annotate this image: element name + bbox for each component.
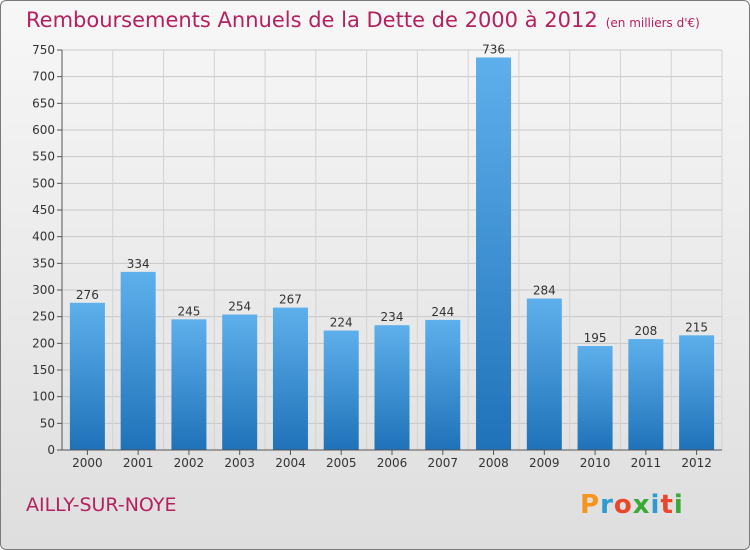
data-label: 245 [177,304,200,318]
bar-2007 [425,319,461,450]
data-label: 254 [228,300,251,314]
bar-2008 [476,57,512,450]
y-tick-label: 300 [32,283,55,297]
x-tick-label: 2012 [681,456,712,470]
x-tick-label: 2002 [174,456,205,470]
chart-title-text: Remboursements Annuels de la Dette de 20… [26,8,598,32]
y-tick-label: 100 [32,390,55,404]
x-tick-label: 2011 [631,456,662,470]
bar-2009 [526,298,562,450]
y-tick-label: 0 [47,443,55,457]
y-tick-label: 550 [32,150,55,164]
y-tick-label: 200 [32,336,55,350]
bar-2006 [374,325,410,450]
x-tick-label: 2004 [275,456,306,470]
data-label: 195 [584,331,607,345]
x-tick-label: 2010 [580,456,611,470]
y-tick-label: 250 [32,310,55,324]
labels: 0 50 100 150 200 250 300 350 400 450 500 550 600 650 7… [32,42,712,470]
data-label: 276 [76,288,99,302]
logo-letter: r [600,490,614,520]
bar-2010 [577,346,613,450]
axes [57,49,722,455]
bar-2003 [222,314,258,450]
x-tick-label: 2001 [123,456,154,470]
x-tick-label: 2008 [478,456,509,470]
data-label: 334 [127,257,150,271]
chart-unit: (en milliers d'€) [605,16,700,30]
y-tick-label: 150 [32,363,55,377]
y-tick-label: 500 [32,176,55,190]
x-tick-label: 2003 [224,456,255,470]
x-tick-label: 2005 [326,456,357,470]
y-tick-label: 50 [40,416,55,430]
y-tick-label: 750 [32,43,55,57]
bars [69,57,715,450]
logo-letter: o [613,490,633,520]
x-tick-label: 2006 [377,456,408,470]
y-tick-label: 700 [32,70,55,84]
y-tick-label: 600 [32,123,55,137]
proxiti-logo: Proxiti [580,490,684,520]
bar-2001 [120,271,156,450]
logo-letter: i [650,490,661,520]
data-label: 736 [482,42,505,56]
commune-name: AILLY-SUR-NOYE [26,494,177,516]
x-tick-label: 2009 [529,456,560,470]
logo-letter: P [580,490,601,520]
chart-title: Remboursements Annuels de la Dette de 20… [26,8,700,32]
x-tick-label: 2000 [72,456,103,470]
data-label: 234 [381,310,404,324]
data-label: 284 [533,284,556,298]
bar-2002 [171,319,207,450]
y-tick-label: 400 [32,230,55,244]
bar-2000 [69,302,105,450]
bar-2012 [679,335,715,450]
data-label: 208 [634,324,657,338]
data-label: 244 [431,305,454,319]
y-tick-label: 450 [32,203,55,217]
logo-letter: t [660,490,674,520]
logo-letter: i [673,490,684,520]
data-label: 267 [279,293,302,307]
y-tick-label: 350 [32,256,55,270]
data-label: 224 [330,316,353,330]
data-label: 215 [685,320,708,334]
bar-2004 [272,307,308,450]
y-tick-label: 650 [32,96,55,110]
x-tick-label: 2007 [427,456,458,470]
logo-letter: x [632,490,651,520]
bar-2005 [323,330,359,450]
bar-2011 [628,339,664,450]
